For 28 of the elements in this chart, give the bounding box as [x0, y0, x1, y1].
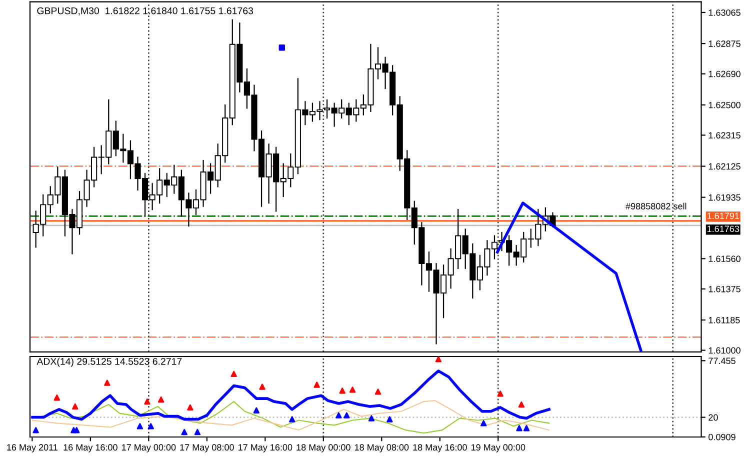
ref-line-label: 1.61763	[707, 226, 740, 232]
annotation: #98858082 sell	[626, 202, 686, 210]
x-tick-label: 17 May 16:00	[238, 444, 292, 452]
y-tick-label: 20	[708, 414, 718, 421]
y-tick-label: 1.63065	[708, 9, 740, 16]
y-tick-label: 77.455	[708, 358, 736, 364]
y-tick-label: 1.62125	[708, 163, 740, 170]
x-tick-label: 19 May 00:00	[471, 444, 526, 452]
ref-line-label: 1.61791	[707, 212, 739, 220]
chart-title: ADX(14) 29.5125 14.5523 6.2717	[36, 358, 182, 367]
x-tick-label: 17 May 08:00	[180, 444, 234, 452]
y-tick-label: 1.61560	[708, 256, 740, 262]
x-tick-label: 18 May 16:00	[413, 444, 467, 452]
y-tick-label: 1.61935	[708, 194, 740, 201]
y-tick-label: 1.61375	[708, 286, 740, 292]
x-tick-label: 16 May 16:00	[64, 444, 118, 452]
y-tick-label: 1.61185	[708, 316, 740, 324]
y-tick-label: 1.62875	[708, 40, 740, 47]
x-tick-label: 16 May 2011	[7, 444, 58, 452]
x-tick-label: 18 May 08:00	[354, 444, 409, 452]
y-tick-label: 1.61000	[708, 347, 740, 354]
x-tick-label: 18 May 00:00	[296, 444, 350, 452]
chart-title: GBPUSD,M30 1.61822 1.61840 1.61755 1.61763	[37, 7, 254, 16]
y-tick-label: 1.62500	[708, 102, 740, 108]
x-tick-label: 17 May 00:00	[122, 444, 176, 452]
y-tick-label: 0.0909	[708, 434, 736, 440]
y-tick-label: 1.62690	[708, 70, 740, 78]
y-tick-label: 1.62315	[708, 132, 740, 139]
